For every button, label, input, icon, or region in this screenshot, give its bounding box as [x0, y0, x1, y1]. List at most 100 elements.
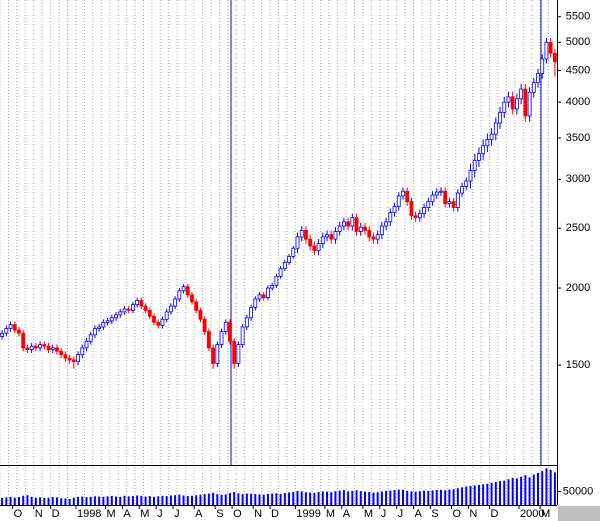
candle-body — [228, 321, 232, 342]
candle-body — [375, 234, 380, 240]
volume-bar — [43, 497, 46, 505]
candle-body — [506, 96, 511, 103]
volume-bar — [13, 497, 16, 505]
volume-bar — [503, 480, 506, 505]
volume-bar — [490, 482, 493, 505]
volume-bar — [448, 489, 451, 505]
candle-body — [147, 310, 152, 317]
volume-bar — [241, 494, 244, 505]
candle-body — [312, 245, 317, 251]
candle-body — [0, 332, 5, 337]
volume-bar — [22, 495, 25, 505]
volume-bar — [283, 493, 286, 505]
candle-body — [164, 311, 169, 320]
volume-bar — [317, 491, 320, 505]
candle-body — [384, 221, 389, 227]
candle-body — [278, 268, 283, 277]
candle-body — [202, 318, 207, 333]
volume-bar — [532, 474, 535, 505]
volume-bar — [515, 478, 518, 505]
volume-bar — [224, 494, 227, 505]
candle-body — [295, 236, 300, 249]
x-tick-label: O — [233, 508, 242, 520]
volume-bar — [190, 495, 193, 505]
candle-body — [59, 350, 64, 356]
y-tick-label: 3000 — [566, 173, 590, 185]
y-tick-label: 4500 — [566, 64, 590, 76]
candle-body — [481, 145, 486, 155]
volume-bar — [258, 494, 261, 505]
candle-body — [198, 310, 203, 320]
volume-bar — [444, 490, 447, 505]
candle-body — [122, 308, 127, 313]
candle-body — [17, 329, 21, 334]
candle-body — [185, 286, 190, 296]
volume-bar — [102, 496, 105, 505]
volume-bar — [473, 485, 476, 505]
candle-body — [552, 52, 557, 63]
volume-bar — [524, 475, 527, 505]
volume-bar — [553, 472, 556, 505]
volume-bar — [494, 481, 497, 505]
volume-bar — [195, 495, 198, 505]
volume-bar — [330, 492, 333, 505]
x-tick-label: M — [364, 508, 373, 520]
volume-bar — [262, 494, 265, 505]
x-tick-label: D — [490, 508, 498, 520]
volume-bar — [72, 497, 75, 505]
x-tick-label: S — [431, 508, 438, 520]
candle-body — [42, 344, 47, 347]
volume-bar — [144, 496, 147, 505]
volume-bar — [309, 492, 312, 505]
x-tick-label: J — [157, 508, 163, 520]
x-tick-label: N — [35, 508, 43, 520]
volume-bar — [127, 496, 130, 505]
candle-body — [346, 221, 351, 227]
volume-bar — [507, 479, 510, 505]
candle-body — [29, 345, 34, 350]
candle-body — [544, 41, 549, 60]
volume-bar — [119, 496, 122, 505]
volume-bar — [406, 490, 409, 505]
candle-body — [240, 326, 245, 345]
candle-body — [152, 315, 156, 323]
candle-body — [118, 311, 123, 316]
candle-body — [477, 153, 481, 161]
candle-body — [422, 207, 426, 214]
volume-bar — [461, 487, 464, 505]
candle-body — [451, 201, 456, 208]
candle-body — [337, 225, 342, 232]
candle-body — [67, 357, 72, 361]
candle-body — [489, 133, 494, 140]
volume-bar — [60, 498, 63, 505]
candle-body — [160, 318, 165, 326]
candle-body — [540, 58, 545, 74]
candle-body — [223, 321, 228, 333]
candle-body — [396, 195, 401, 207]
corner-box — [558, 506, 600, 521]
candle-body — [236, 344, 241, 364]
x-tick-label: J — [381, 508, 387, 520]
volume-bar — [380, 491, 383, 505]
candle-body — [4, 328, 9, 334]
candle-body — [472, 159, 477, 171]
candle-body — [190, 294, 194, 303]
volume-bar — [136, 495, 139, 505]
candle-body — [206, 331, 211, 349]
volume-bar — [321, 491, 324, 505]
volume-bar — [178, 494, 181, 505]
volume-bar — [452, 489, 455, 505]
volume-bar — [431, 490, 434, 505]
candle-body — [308, 238, 313, 247]
volume-bar — [233, 491, 236, 505]
volume-bar — [326, 491, 329, 505]
x-tick-label: O — [14, 508, 23, 520]
candle-body — [316, 243, 321, 251]
volume-bar — [68, 499, 71, 505]
volume-bar — [30, 496, 33, 505]
candle-body — [515, 98, 519, 110]
candle-body — [531, 82, 536, 93]
volume-bar — [254, 494, 257, 505]
candle-body — [434, 191, 439, 196]
